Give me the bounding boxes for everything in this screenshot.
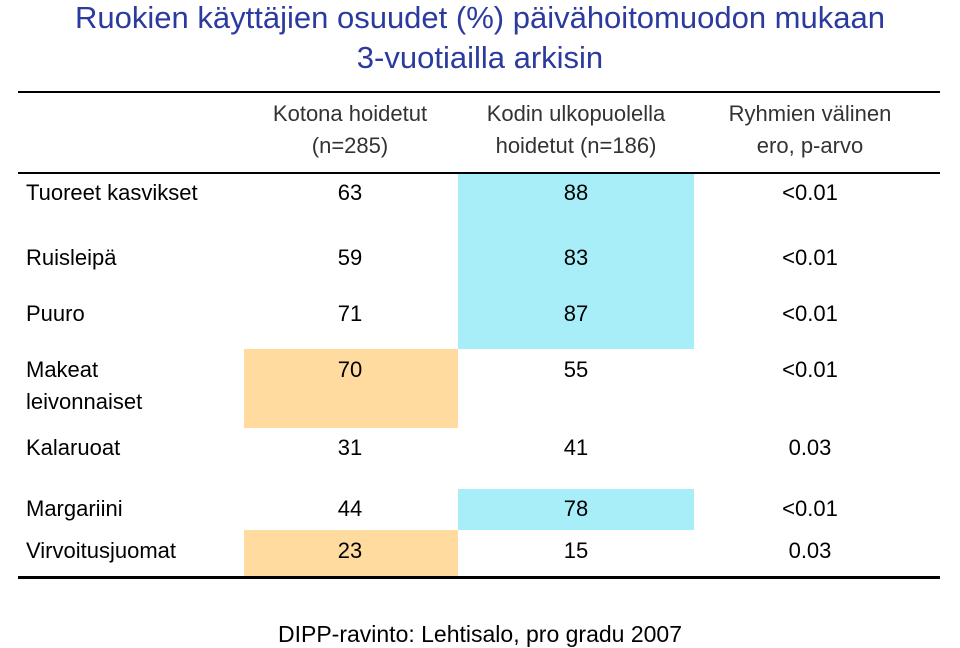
highlight-outside-rows-1-3 bbox=[458, 174, 694, 349]
row-home-value: 63 bbox=[337, 180, 363, 205]
row-p-value: <0.01 bbox=[782, 180, 838, 205]
row-label: Virvoitusjuomat bbox=[26, 538, 176, 563]
table-bottom-rule bbox=[18, 576, 940, 579]
row-home-value: 23 bbox=[337, 538, 363, 563]
row-outside-value: 78 bbox=[563, 496, 589, 521]
header-home-line-1: Kotona hoidetut bbox=[272, 101, 428, 126]
row-label: Margariini bbox=[26, 496, 123, 521]
row-label: Makeat bbox=[26, 357, 99, 382]
row-home-value: 44 bbox=[337, 496, 363, 521]
row-p-value: 0.03 bbox=[788, 538, 832, 563]
row-p-value: <0.01 bbox=[782, 245, 838, 270]
row-label-line-2: leivonnaiset bbox=[26, 389, 143, 414]
row-p-value: <0.01 bbox=[782, 496, 838, 521]
header-pvalue-line-2: ero, p-arvo bbox=[756, 133, 864, 158]
row-p-value: 0.03 bbox=[788, 435, 832, 460]
row-label: Ruisleipä bbox=[26, 245, 117, 270]
header-pvalue-line-1: Ryhmien välinen bbox=[728, 101, 892, 126]
row-home-value: 59 bbox=[337, 245, 363, 270]
row-home-value: 71 bbox=[337, 301, 363, 326]
slide-title-line-1: Ruokien käyttäjien osuudet (%) päivähoit… bbox=[75, 0, 885, 35]
row-label: Tuoreet kasvikset bbox=[26, 180, 198, 205]
row-label: Kalaruoat bbox=[26, 435, 121, 460]
row-label: Puuro bbox=[26, 301, 85, 326]
table-top-rule bbox=[18, 91, 940, 93]
slide-title-line-2: 3-vuotiailla arkisin bbox=[356, 40, 604, 75]
header-home-line-2: (n=285) bbox=[311, 133, 389, 158]
row-outside-value: 87 bbox=[563, 301, 589, 326]
highlight-home-row-7 bbox=[244, 530, 458, 576]
row-outside-value: 41 bbox=[563, 435, 589, 460]
row-outside-value: 88 bbox=[563, 180, 589, 205]
row-outside-value: 83 bbox=[563, 245, 589, 270]
highlight-outside-row-6 bbox=[458, 489, 694, 530]
row-p-value: <0.01 bbox=[782, 357, 838, 382]
row-home-value: 31 bbox=[337, 435, 363, 460]
header-outside-line-2: hoidetut (n=186) bbox=[495, 133, 657, 158]
table-header-rule bbox=[18, 172, 940, 174]
source-footer: DIPP-ravinto: Lehtisalo, pro gradu 2007 bbox=[277, 621, 683, 647]
row-home-value: 70 bbox=[337, 357, 363, 382]
row-outside-value: 55 bbox=[563, 357, 589, 382]
header-outside-line-1: Kodin ulkopuolella bbox=[486, 101, 666, 126]
row-p-value: <0.01 bbox=[782, 301, 838, 326]
highlight-home-row-4 bbox=[244, 349, 458, 428]
row-outside-value: 15 bbox=[563, 538, 589, 563]
